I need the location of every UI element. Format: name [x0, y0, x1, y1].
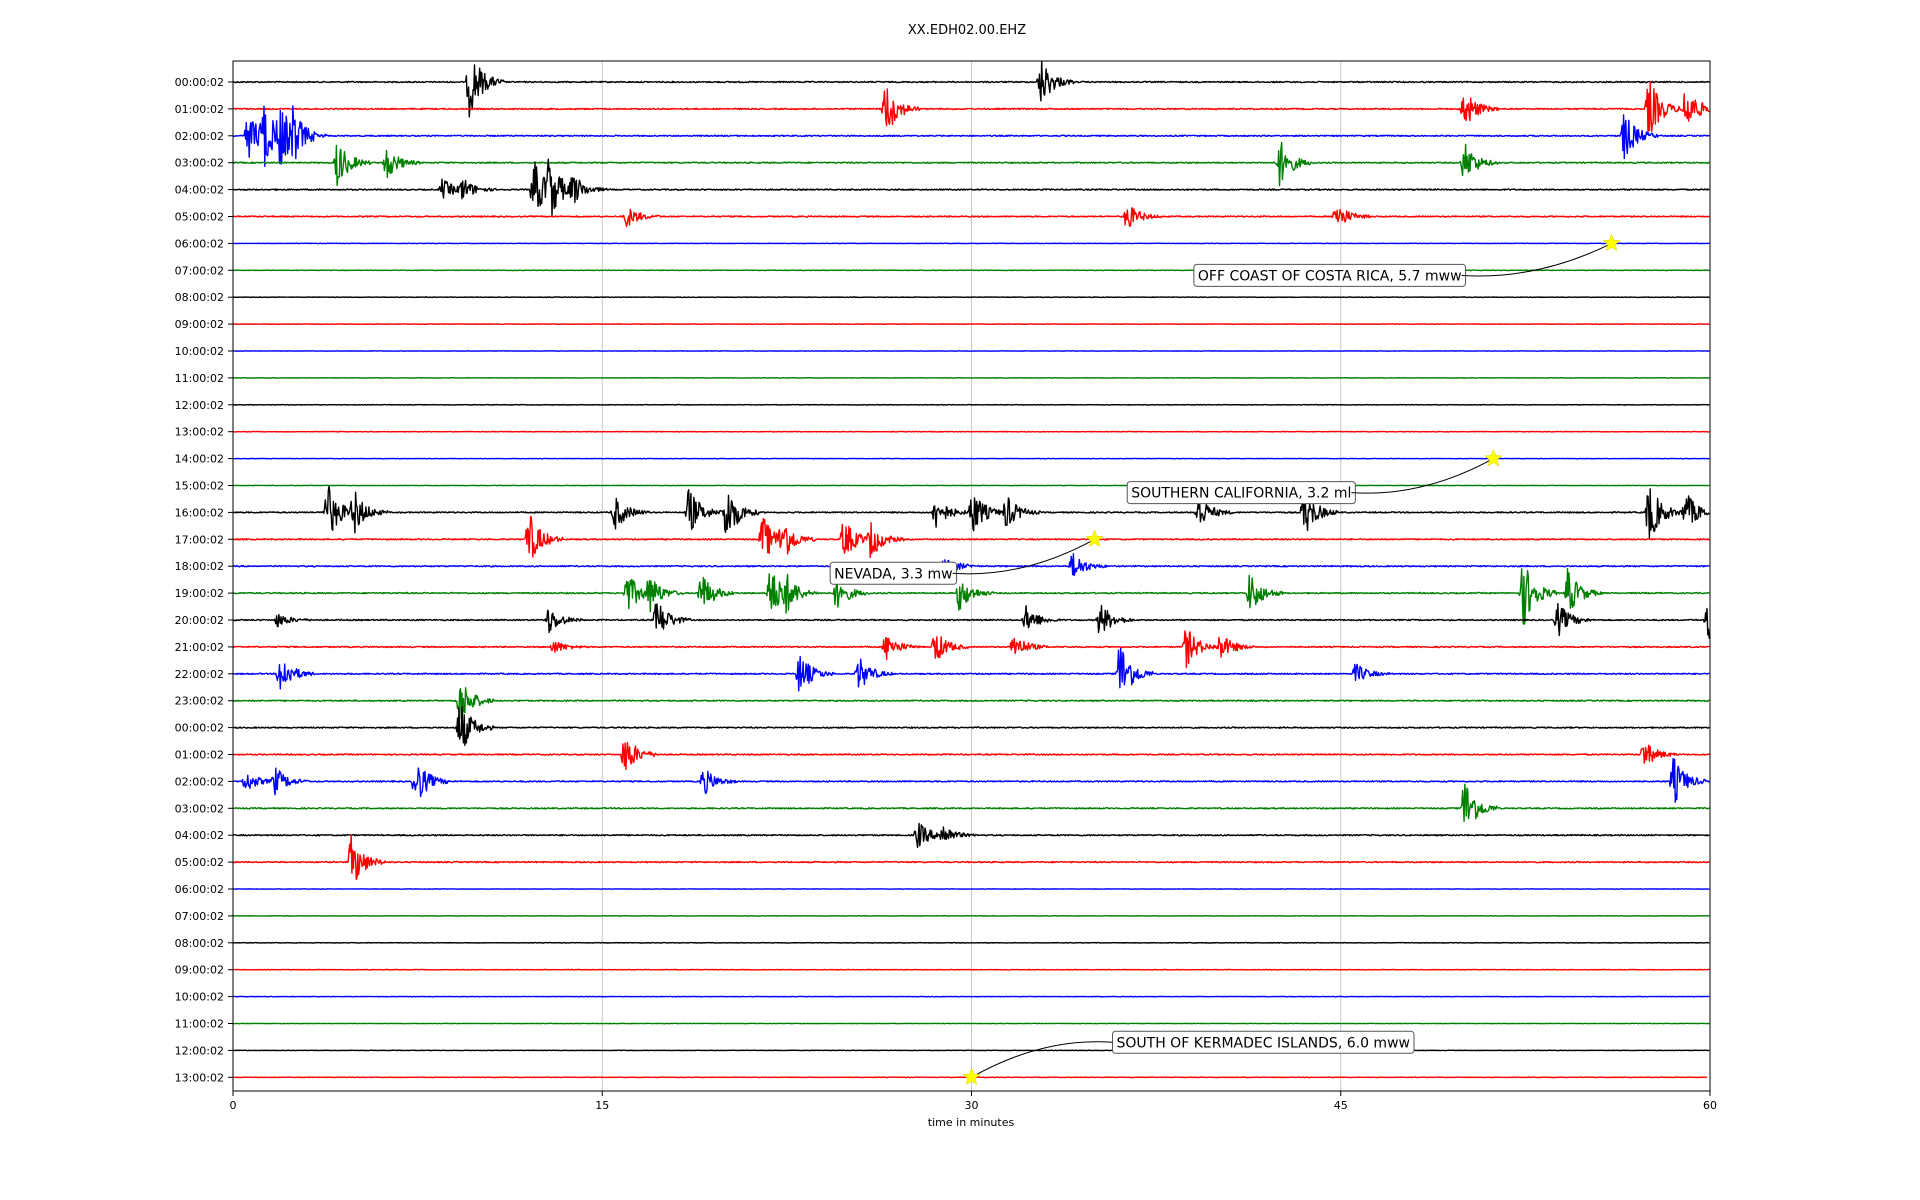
trace-line [232, 822, 1710, 848]
hour-label: 04:00:02 [175, 184, 224, 197]
event-label: OFF COAST OF COSTA RICA, 5.7 mww [1198, 268, 1462, 284]
trace-line [232, 630, 1710, 669]
trace-line [232, 783, 1710, 823]
hour-label: 01:00:02 [175, 749, 224, 762]
trace-line [232, 647, 1710, 692]
hour-label: 20:00:02 [175, 614, 224, 627]
hour-label: 07:00:02 [175, 910, 224, 923]
trace-line [232, 834, 1710, 881]
hour-label: 09:00:02 [175, 318, 224, 331]
hour-label: 09:00:02 [175, 964, 224, 977]
x-tick-label: 45 [1334, 1099, 1348, 1112]
hour-label: 10:00:02 [175, 991, 224, 1004]
x-tick-label: 30 [965, 1099, 979, 1112]
trace-line [232, 158, 1710, 217]
event-star-marker [1484, 448, 1503, 467]
event-star-marker [962, 1067, 981, 1086]
chart-title: XX.EDH02.00.EHZ [908, 23, 1026, 38]
hour-label: 03:00:02 [175, 802, 224, 815]
x-axis-ticks: 0 15 30 45 60 [230, 1091, 1717, 1112]
trace-line [232, 485, 1710, 539]
event-leader-line [1351, 458, 1494, 494]
hour-label: 06:00:02 [175, 883, 224, 896]
event-annotation: SOUTHERN CALIFORNIA, 3.2 ml [1126, 448, 1503, 505]
hour-label: 08:00:02 [175, 937, 224, 950]
trace-line [232, 706, 1710, 746]
event-leader-line [971, 1041, 1113, 1078]
trace-line [232, 568, 1710, 625]
hour-label: 12:00:02 [175, 399, 224, 412]
hour-label: 21:00:02 [175, 641, 224, 654]
hour-label: 19:00:02 [175, 587, 224, 600]
event-leader-line [952, 538, 1095, 575]
trace-line [232, 742, 1710, 771]
event-star-marker [1085, 529, 1104, 548]
hour-label: 12:00:02 [175, 1044, 224, 1057]
event-label: NEVADA, 3.3 mw [834, 566, 952, 582]
hour-label: 16:00:02 [175, 506, 224, 519]
hour-label: 08:00:02 [175, 291, 224, 304]
event-leader-line [1461, 242, 1612, 277]
event-label: SOUTH OF KERMADEC ISLANDS, 6.0 mww [1117, 1035, 1410, 1051]
x-axis-label: time in minutes [928, 1116, 1015, 1129]
hour-label: 17:00:02 [175, 533, 224, 546]
hour-label: 03:00:02 [175, 157, 224, 170]
hour-label: 15:00:02 [175, 480, 224, 493]
hour-label: 06:00:02 [175, 237, 224, 250]
trace-line [232, 207, 1710, 228]
grid-lines [601, 61, 1342, 1091]
event-annotation: OFF COAST OF COSTA RICA, 5.7 mww [1193, 233, 1621, 287]
plot-frame [232, 60, 1711, 1092]
event-annotation: SOUTH OF KERMADEC ISLANDS, 6.0 mww [962, 1030, 1415, 1086]
event-label: SOUTHERN CALIFORNIA, 3.2 ml [1131, 486, 1351, 502]
hour-label: 11:00:02 [175, 372, 224, 385]
trace-line [232, 687, 1710, 720]
trace-line [232, 603, 1710, 639]
trace-line [232, 81, 1710, 135]
hour-label: 18:00:02 [175, 560, 224, 573]
hour-label: 13:00:02 [175, 1071, 224, 1084]
trace-line [232, 141, 1710, 187]
hour-label: 07:00:02 [175, 264, 224, 277]
hour-label: 10:00:02 [175, 345, 224, 358]
hour-label: 02:00:02 [175, 775, 224, 788]
event-annotation: NEVADA, 3.3 mw [829, 529, 1104, 585]
x-tick-label: 15 [595, 1099, 609, 1112]
hour-label: 22:00:02 [175, 668, 224, 681]
trace-line [232, 515, 1710, 558]
hour-label: 11:00:02 [175, 1018, 224, 1031]
hour-label: 00:00:02 [175, 76, 224, 89]
hour-label: 00:00:02 [175, 722, 224, 735]
x-tick-label: 0 [230, 1099, 237, 1112]
hour-label: 02:00:02 [175, 130, 224, 143]
hour-label: 05:00:02 [175, 211, 224, 224]
hour-label: 01:00:02 [175, 103, 224, 116]
trace-line [232, 553, 1710, 577]
trace-line [232, 60, 1710, 118]
hour-label: 13:00:02 [175, 426, 224, 439]
x-tick-label: 60 [1703, 1099, 1717, 1112]
event-annotations: OFF COAST OF COSTA RICA, 5.7 mww SOUTHERN… [829, 233, 1621, 1086]
trace-line [232, 105, 1710, 168]
hour-label: 04:00:02 [175, 829, 224, 842]
trace-line [232, 757, 1710, 803]
hour-labels: 00:00:02 01:00:02 02:00:02 03:00:02 04:00:02… [175, 76, 233, 1084]
hour-label: 05:00:02 [175, 856, 224, 869]
event-star-marker [1602, 233, 1621, 252]
hour-label: 23:00:02 [175, 695, 224, 708]
hour-label: 14:00:02 [175, 453, 224, 466]
